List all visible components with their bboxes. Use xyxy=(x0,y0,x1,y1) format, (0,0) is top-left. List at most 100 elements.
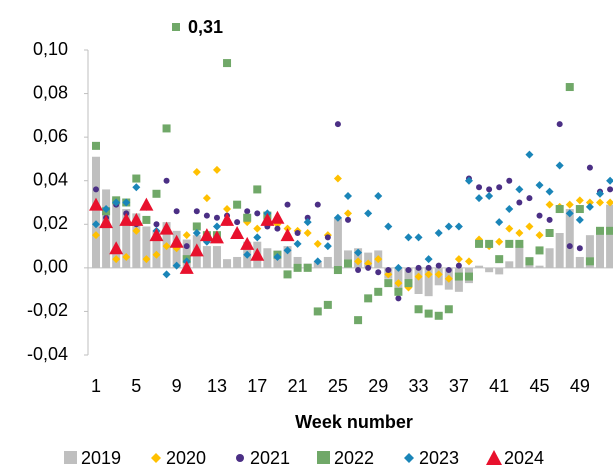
bar xyxy=(142,226,151,268)
point xyxy=(454,255,463,264)
point xyxy=(395,295,402,302)
point xyxy=(324,234,331,241)
bar xyxy=(505,261,514,268)
point xyxy=(243,250,252,259)
point xyxy=(575,215,584,224)
point xyxy=(556,121,563,128)
x-tick-label: 29 xyxy=(368,376,388,396)
point xyxy=(234,219,241,226)
bar xyxy=(102,189,111,268)
point xyxy=(525,222,534,231)
bar xyxy=(585,235,594,268)
point xyxy=(313,239,322,248)
point xyxy=(424,309,433,318)
point xyxy=(415,264,422,271)
point xyxy=(345,216,351,223)
legend-symbol xyxy=(404,453,414,463)
point xyxy=(414,233,423,242)
point xyxy=(192,229,201,237)
point xyxy=(92,141,100,150)
bar xyxy=(323,256,332,268)
legend-symbol xyxy=(486,450,502,465)
y-tick-label: 0,02 xyxy=(33,213,68,233)
point xyxy=(253,224,262,233)
point xyxy=(404,233,413,242)
point xyxy=(344,191,352,200)
point xyxy=(364,294,373,303)
point xyxy=(575,196,584,205)
bar xyxy=(545,248,554,268)
point xyxy=(486,186,493,193)
bar xyxy=(122,209,131,268)
point xyxy=(223,59,232,68)
point xyxy=(244,208,251,215)
point xyxy=(364,209,373,218)
point xyxy=(565,83,574,92)
x-tick-label: 13 xyxy=(207,376,227,396)
point xyxy=(354,316,363,325)
point xyxy=(284,201,291,208)
x-tick-label: 21 xyxy=(288,376,308,396)
point xyxy=(475,194,484,203)
point xyxy=(273,252,282,261)
point xyxy=(142,255,151,264)
point xyxy=(102,205,111,214)
point xyxy=(536,212,543,219)
point xyxy=(555,205,564,214)
point xyxy=(193,208,200,215)
point xyxy=(495,218,504,227)
point xyxy=(585,202,594,211)
point xyxy=(374,191,383,200)
point xyxy=(93,186,99,193)
x-tick-label: 9 xyxy=(172,376,182,396)
bar xyxy=(152,230,161,268)
point xyxy=(424,270,433,279)
bar xyxy=(475,265,484,268)
point xyxy=(444,222,453,231)
point xyxy=(575,205,584,214)
point xyxy=(303,229,312,237)
y-tick-label: -0,02 xyxy=(27,300,68,320)
point xyxy=(173,208,180,215)
point xyxy=(209,230,224,244)
legend-label: 2023 xyxy=(419,448,459,468)
point xyxy=(314,201,321,208)
point xyxy=(270,210,285,224)
point xyxy=(414,272,423,281)
bar xyxy=(283,246,292,268)
point xyxy=(505,239,514,248)
point xyxy=(253,233,262,242)
point xyxy=(515,185,524,194)
point xyxy=(333,213,342,222)
point xyxy=(283,270,292,279)
point xyxy=(515,229,524,237)
point xyxy=(607,186,613,193)
point xyxy=(189,243,204,257)
off-scale-marker xyxy=(172,23,180,31)
point xyxy=(112,198,121,207)
point xyxy=(535,246,544,255)
point xyxy=(546,216,553,223)
point xyxy=(374,255,383,264)
x-tick-label: 1 xyxy=(91,376,101,396)
point xyxy=(149,228,164,242)
point xyxy=(525,257,534,266)
legend-label: 2019 xyxy=(81,448,121,468)
legend-label: 2024 xyxy=(504,448,544,468)
point xyxy=(152,250,161,259)
bar xyxy=(555,233,564,268)
point xyxy=(464,176,473,185)
x-tick-label: 45 xyxy=(530,376,550,396)
point xyxy=(424,255,433,264)
point xyxy=(294,230,301,236)
point xyxy=(354,257,363,266)
bar xyxy=(565,209,574,268)
point xyxy=(122,198,131,207)
point xyxy=(162,242,171,251)
point xyxy=(132,183,141,192)
point xyxy=(535,231,544,240)
point xyxy=(92,220,100,229)
bar xyxy=(212,246,221,268)
point xyxy=(313,257,322,266)
x-tick-label: 33 xyxy=(409,376,429,396)
